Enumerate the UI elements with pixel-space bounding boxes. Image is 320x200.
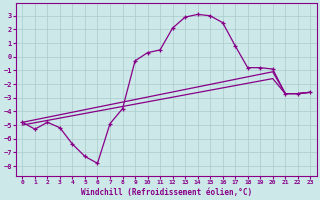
- X-axis label: Windchill (Refroidissement éolien,°C): Windchill (Refroidissement éolien,°C): [81, 188, 252, 197]
